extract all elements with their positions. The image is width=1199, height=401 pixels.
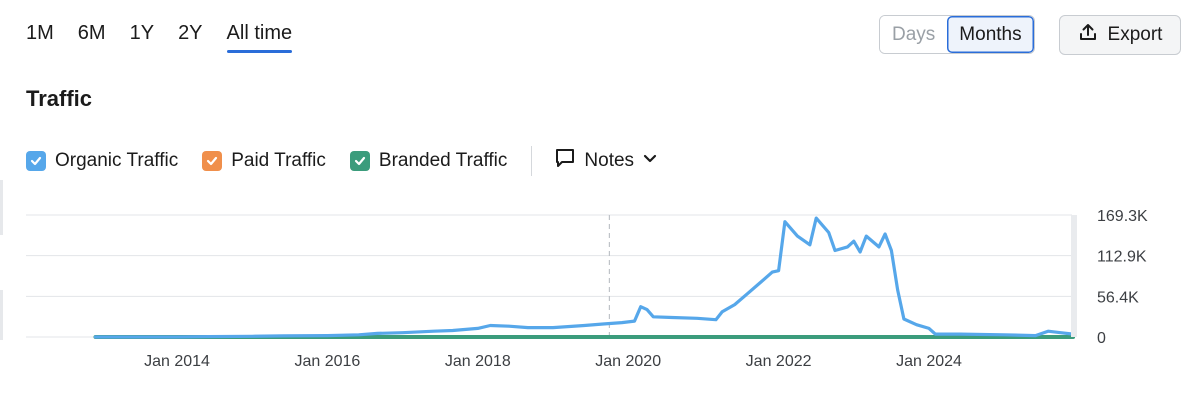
legend-paid-label: Paid Traffic	[231, 150, 326, 171]
checkbox-checked-icon	[26, 151, 46, 171]
y-tick-label: 56.4K	[1097, 289, 1139, 306]
x-tick-label: Jan 2016	[294, 353, 360, 370]
range-6m[interactable]: 6M	[77, 22, 106, 44]
x-tick-label: Jan 2014	[144, 353, 210, 370]
export-button[interactable]: Export	[1059, 15, 1181, 55]
chart-grid	[26, 214, 1072, 338]
export-label: Export	[1107, 24, 1163, 45]
legend-branded[interactable]: Branded Traffic	[349, 150, 508, 172]
legend-organic-label: Organic Traffic	[55, 150, 179, 171]
checkbox-checked-icon	[349, 151, 370, 171]
comment-icon	[554, 147, 576, 175]
legend-divider	[531, 146, 533, 176]
left-edge-marker	[0, 180, 3, 235]
range-all-time[interactable]: All time	[226, 20, 292, 53]
days-button[interactable]: Days	[880, 16, 948, 53]
range-2y[interactable]: 2Y	[178, 22, 203, 44]
x-tick-label: Jan 2018	[445, 353, 511, 370]
x-axis-labels: Jan 2014 Jan 2016 Jan 2018 Jan 2020 Jan 2022…	[144, 353, 962, 370]
notes-dropdown[interactable]: Notes	[554, 147, 658, 175]
chevron-down-icon	[642, 150, 658, 172]
notes-label: Notes	[584, 150, 635, 171]
x-tick-label: Jan 2024	[896, 353, 962, 370]
months-button[interactable]: Months	[947, 16, 1034, 53]
granularity-toggle: Days Months	[879, 15, 1035, 54]
page-title: Traffic	[26, 86, 93, 111]
series-line-organic-traffic	[93, 216, 1075, 339]
legend: Organic Traffic Paid Traffic Branded Tra…	[26, 146, 658, 176]
legend-branded-label: Branded Traffic	[378, 150, 508, 171]
checkbox-checked-icon	[202, 151, 223, 171]
range-1m[interactable]: 1M	[26, 22, 54, 44]
date-range-tabs: 1M 6M 1Y 2Y All time	[26, 20, 316, 53]
x-tick-label: Jan 2020	[595, 353, 661, 370]
chart-series	[93, 216, 1076, 339]
upload-icon	[1078, 22, 1098, 48]
y-tick-label: 0	[1097, 330, 1106, 347]
y-axis-labels: 169.3K 112.9K 56.4K 0	[1097, 208, 1148, 347]
left-edge-marker	[0, 290, 3, 340]
x-tick-label: Jan 2022	[746, 353, 812, 370]
legend-paid[interactable]: Paid Traffic	[202, 150, 326, 172]
chart-scroll-edge	[1071, 215, 1077, 337]
range-1y[interactable]: 1Y	[129, 22, 155, 44]
y-tick-label: 169.3K	[1097, 208, 1148, 225]
y-tick-label: 112.9K	[1097, 249, 1147, 266]
legend-organic[interactable]: Organic Traffic	[26, 150, 178, 172]
